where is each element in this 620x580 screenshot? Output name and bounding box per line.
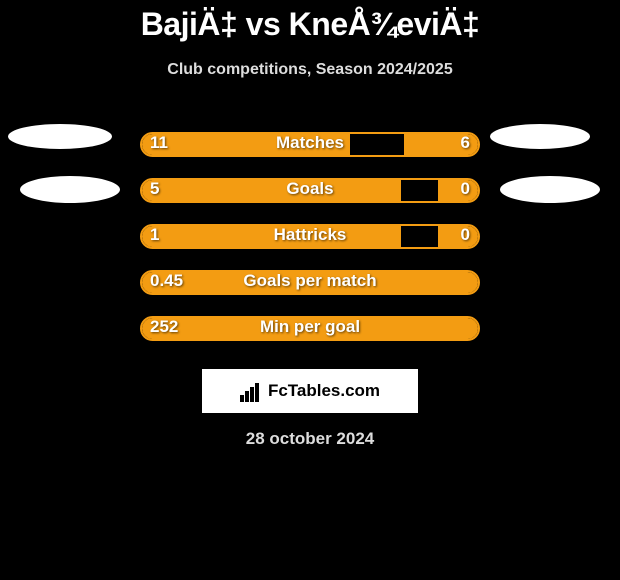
stat-row: 0.45Goals per match [0,259,620,305]
date-text: 28 october 2024 [0,429,620,449]
stat-label: Goals per match [0,271,620,291]
logo-box: FcTables.com [202,369,418,413]
logo-text: FcTables.com [268,381,380,401]
player-ellipse [500,176,600,203]
player-ellipse [8,124,112,149]
stat-row: 252Min per goal [0,305,620,351]
player-ellipse [20,176,120,203]
subtitle: Club competitions, Season 2024/2025 [0,61,620,79]
page-title: BajiÄ‡ vs KneÅ¾eviÄ‡ [0,0,620,43]
stat-row: 10Hattricks [0,213,620,259]
player-ellipse [490,124,590,149]
stats-container: 116Matches50Goals10Hattricks0.45Goals pe… [0,121,620,351]
stat-label: Min per goal [0,317,620,337]
bar-chart-icon [240,380,262,402]
stat-label: Hattricks [0,225,620,245]
